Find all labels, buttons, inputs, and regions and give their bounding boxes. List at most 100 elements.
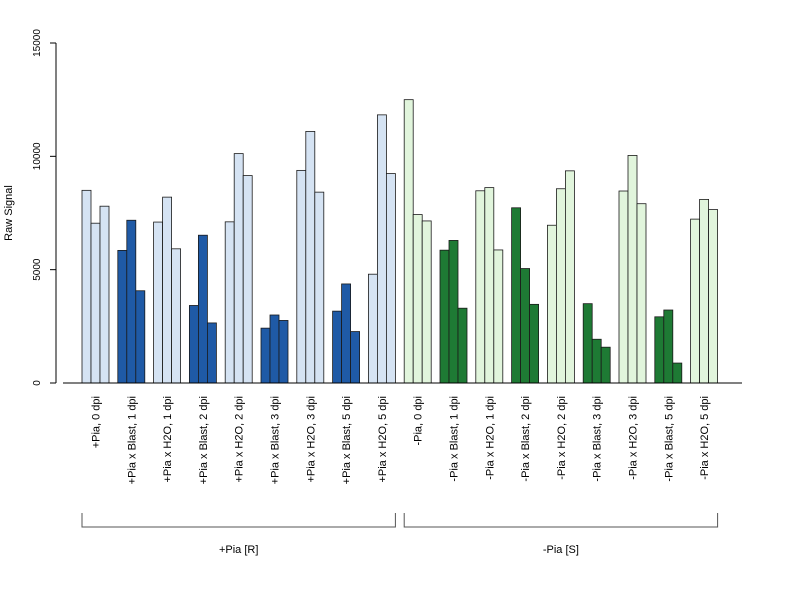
bar [654,316,665,384]
category-label: +Pia x H2O, 1 dpi [162,396,174,483]
category-label: -Pia x Blast, 3 dpi [592,396,604,482]
bar [547,224,557,384]
bars-layer [81,99,718,384]
category-label: -Pia x Blast, 5 dpi [663,396,675,482]
bar [81,189,92,384]
bar [385,173,396,384]
bar [439,249,450,384]
bar [600,346,611,384]
group-label: +Pia [R] [219,544,258,556]
bar [153,221,164,384]
category-label: +Pia x Blast, 2 dpi [198,396,210,484]
bar [332,310,343,384]
category-label: +Pia x H2O, 5 dpi [377,396,389,483]
bar [663,309,674,384]
bar-group [188,234,217,384]
bar [126,219,137,384]
bar [171,248,182,384]
bar [350,331,361,384]
y-axis: 0 5000 10000 15000 [32,29,57,386]
category-label: +Pia x H2O, 2 dpi [234,396,246,483]
category-label: -Pia x H2O, 3 dpi [628,396,640,480]
bar-group [439,240,468,384]
bar-group [582,303,611,384]
bar-group [117,219,146,384]
bar-group [260,314,289,384]
category-label: -Pia x H2O, 2 dpi [556,396,568,480]
group-brackets: +Pia [R] -Pia [S] [81,513,719,556]
bar [367,273,378,384]
y-axis-title: Raw Signal [3,185,15,241]
bar [197,234,208,384]
bar [269,314,280,384]
bar [565,170,575,384]
group-bracket: -Pia [S] [403,513,719,556]
bar [206,322,217,384]
y-tick-label: 10000 [32,142,43,170]
bar-group [367,114,396,384]
bar [421,220,432,384]
bar [162,196,173,384]
bar-group [81,189,110,384]
bar-group [475,187,504,384]
bar-group [153,196,182,384]
bar-group [690,198,718,384]
bar [403,99,414,384]
category-label: -Pia, 0 dpi [413,396,425,446]
category-label: +Pia x Blast, 3 dpi [270,396,282,484]
bar [242,175,253,384]
bar-group [654,309,683,384]
bar [529,303,539,384]
bar-group [618,155,647,384]
bar-group [224,153,253,384]
bar [135,290,146,384]
bar [699,198,709,384]
bracket-line [81,513,396,528]
bar [341,283,352,384]
bar [90,222,101,384]
bar-group [332,283,361,384]
category-label: +Pia x Blast, 5 dpi [341,396,353,484]
bar-group [547,170,575,384]
bar [233,153,244,384]
bar [672,362,683,384]
bar [305,130,316,384]
bar [376,114,387,384]
category-label: +Pia x Blast, 1 dpi [126,396,138,484]
bar [260,327,271,384]
bar [296,169,307,384]
bar [591,338,602,384]
bracket-line [403,513,719,528]
bar [448,240,459,384]
category-label: -Pia x H2O, 5 dpi [699,396,711,480]
category-label: -Pia x Blast, 2 dpi [520,396,532,482]
group-label: -Pia [S] [543,544,579,556]
bar [224,221,235,384]
bar [412,214,423,384]
bar-group [296,130,325,384]
y-tick-label: 15000 [32,29,43,57]
bar [556,188,566,384]
bar [511,207,522,384]
bar [493,249,504,384]
bar [99,205,110,384]
bar [117,249,128,384]
bar [627,155,638,384]
bar [690,218,700,384]
bar [475,190,486,384]
bar [278,320,289,384]
bar [457,307,468,384]
category-label: -Pia x H2O, 1 dpi [484,396,496,480]
bar [636,203,647,384]
category-label: +Pia x H2O, 3 dpi [305,396,317,483]
bar-group [511,207,539,384]
bar [520,268,530,384]
bar-group [403,99,432,384]
group-bracket: +Pia [R] [81,513,396,556]
y-tick-label: 5000 [32,258,43,281]
bar [618,190,629,384]
category-label: +Pia, 0 dpi [91,396,103,448]
bar [314,191,325,384]
bar [582,303,593,384]
bar [188,305,199,384]
